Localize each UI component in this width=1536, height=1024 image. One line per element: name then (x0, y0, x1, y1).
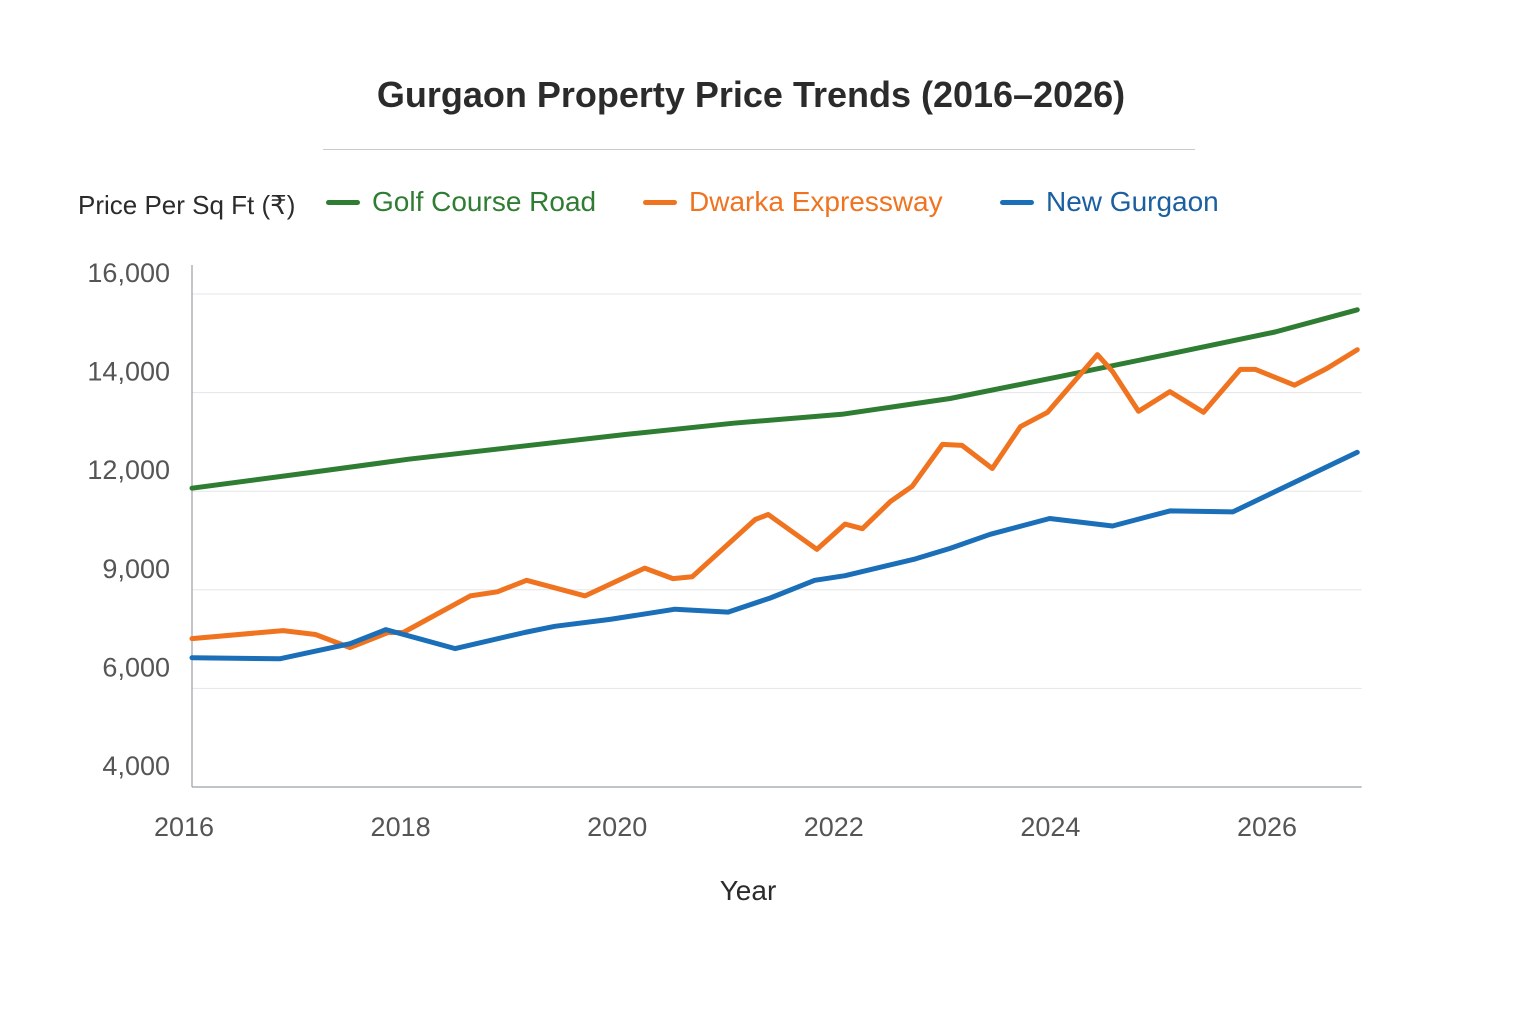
y-tick-label: 16,000 (87, 258, 170, 288)
x-tick-label: 2016 (154, 812, 214, 842)
y-tick-label: 9,000 (102, 554, 170, 584)
legend-swatch (643, 199, 677, 205)
series-line-dwarka-expressway (189, 347, 1360, 651)
y-tick-label: 4,000 (102, 751, 170, 781)
series-line-new-gurgaon (189, 449, 1360, 662)
legend-label: Dwarka Expressway (689, 186, 943, 217)
y-tick-label: 6,000 (102, 652, 170, 682)
x-tick-label: 2018 (371, 812, 431, 842)
legend-swatch (326, 199, 360, 205)
legend-swatch (1000, 199, 1034, 205)
x-tick-label: 2026 (1237, 812, 1297, 842)
x-tick-label: 2022 (804, 812, 864, 842)
x-axis-label: Year (719, 875, 777, 906)
legend-label: Golf Course Road (372, 186, 597, 217)
chart-title: Gurgaon Property Price Trends (2016–2026… (376, 74, 1126, 115)
y-axis-label: Price Per Sq Ft (₹) (78, 190, 296, 220)
legend-label: New Gurgaon (1046, 186, 1219, 217)
legend-item-golf-course-road: Golf Course Road (326, 186, 596, 218)
x-tick-label: 2024 (1020, 812, 1080, 842)
legend-item-new-gurgaon: New Gurgaon (1000, 186, 1219, 218)
series-line-golf-course-road (189, 307, 1360, 491)
title-divider (323, 149, 1195, 150)
x-tick-label: 2020 (587, 812, 647, 842)
legend-item-dwarka-expressway: Dwarka Expressway (643, 186, 943, 218)
y-tick-label: 12,000 (87, 455, 170, 485)
y-tick-label: 14,000 (87, 357, 170, 387)
